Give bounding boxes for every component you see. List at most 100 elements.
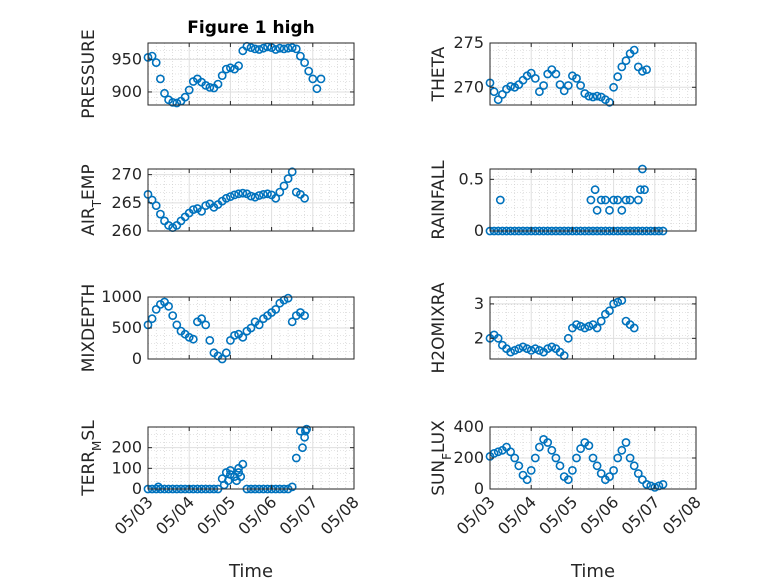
data-point	[580, 323, 590, 333]
data-point	[605, 205, 614, 215]
data-point	[246, 191, 256, 201]
data-point	[308, 74, 318, 84]
data-point	[613, 297, 623, 307]
data-point	[584, 91, 594, 101]
data-point	[250, 192, 260, 202]
data-point	[506, 447, 515, 457]
data-point	[225, 192, 235, 201]
data-point	[590, 185, 600, 195]
data-point	[230, 190, 239, 200]
data-point	[586, 195, 596, 205]
data-point	[263, 189, 272, 199]
y-tick-label: 0	[474, 479, 484, 498]
data-point	[197, 314, 206, 324]
data-point	[188, 205, 198, 214]
y-tick-label: 400	[453, 417, 484, 436]
data-point	[205, 83, 215, 92]
data-point	[287, 482, 297, 492]
y-tick-label: 2	[474, 328, 484, 347]
data-point	[563, 333, 573, 343]
data-point	[547, 342, 557, 352]
data-point	[530, 74, 540, 83]
data-point	[650, 482, 660, 492]
y-tick-label: 270	[111, 165, 142, 184]
data-point	[559, 86, 569, 96]
data-point	[596, 316, 606, 326]
data-point	[287, 317, 297, 327]
x-tick-label: 05/04	[152, 492, 198, 538]
data-point	[576, 81, 585, 90]
data-point	[234, 61, 243, 71]
axes-box	[147, 42, 355, 106]
data-point	[234, 189, 243, 199]
y-tick-label: 260	[111, 221, 142, 240]
data-point	[283, 43, 293, 53]
data-point	[629, 45, 639, 55]
axes-box	[147, 168, 355, 232]
data-point	[555, 461, 565, 471]
data-point	[572, 453, 581, 463]
data-point	[526, 465, 536, 475]
data-point	[629, 461, 639, 471]
y-axis-label: H2OMIXRA	[429, 282, 449, 373]
data-point	[535, 442, 544, 452]
data-point	[642, 479, 651, 489]
y-tick-label: 900	[111, 82, 142, 101]
data-point	[205, 335, 215, 345]
data-point	[495, 195, 505, 205]
data-point	[555, 80, 565, 89]
data-point	[283, 174, 293, 183]
data-point	[539, 81, 548, 90]
data-point	[530, 344, 540, 354]
x-tick-label: 05/03	[453, 492, 499, 538]
data-point	[221, 348, 231, 358]
data-point	[543, 344, 553, 354]
data-point	[312, 84, 322, 94]
data-point	[258, 189, 268, 199]
data-point	[613, 72, 623, 82]
data-point	[221, 193, 231, 203]
data-point	[225, 63, 235, 73]
data-point	[592, 205, 602, 215]
subplot-pressure: 900 950 PRESSURE Figure 1 high	[79, 18, 355, 119]
data-point	[197, 206, 206, 216]
data-point	[291, 44, 301, 54]
data-point	[238, 188, 248, 198]
data-point	[155, 74, 165, 84]
data-point	[230, 330, 239, 340]
data-point	[295, 51, 305, 61]
data-series	[143, 167, 309, 232]
data-point	[184, 85, 194, 95]
data-point	[164, 301, 173, 311]
y-axis-label: AIRTEMP	[79, 164, 104, 235]
data-point	[151, 201, 161, 210]
data-point	[535, 87, 544, 97]
y-axis-label: THETA	[429, 46, 449, 102]
data-point	[572, 74, 581, 83]
y-axis-label: TERRMSL	[79, 420, 104, 497]
data-series	[143, 293, 309, 364]
data-point	[254, 45, 264, 54]
data-point	[300, 58, 309, 67]
data-point	[258, 43, 268, 53]
data-point	[493, 447, 503, 457]
y-tick-label: 0	[474, 221, 484, 240]
data-point	[568, 465, 577, 475]
data-point	[246, 43, 256, 52]
data-point	[172, 98, 182, 108]
y-tick-label: 265	[111, 193, 142, 212]
subplot-rainfall: 0 0.5 RAINFALL	[429, 160, 697, 240]
y-axis-label: MIXDEPTH	[79, 284, 99, 373]
data-point	[246, 323, 256, 333]
data-point	[510, 453, 520, 463]
subplot-air-temp: 260 265 270 AIRTEMP	[79, 164, 355, 240]
data-series	[485, 434, 668, 492]
data-point	[283, 293, 293, 303]
data-point	[609, 195, 618, 205]
data-point	[563, 475, 573, 485]
data-point	[518, 342, 528, 352]
y-tick-label: 3	[474, 294, 484, 313]
data-point	[609, 465, 618, 475]
